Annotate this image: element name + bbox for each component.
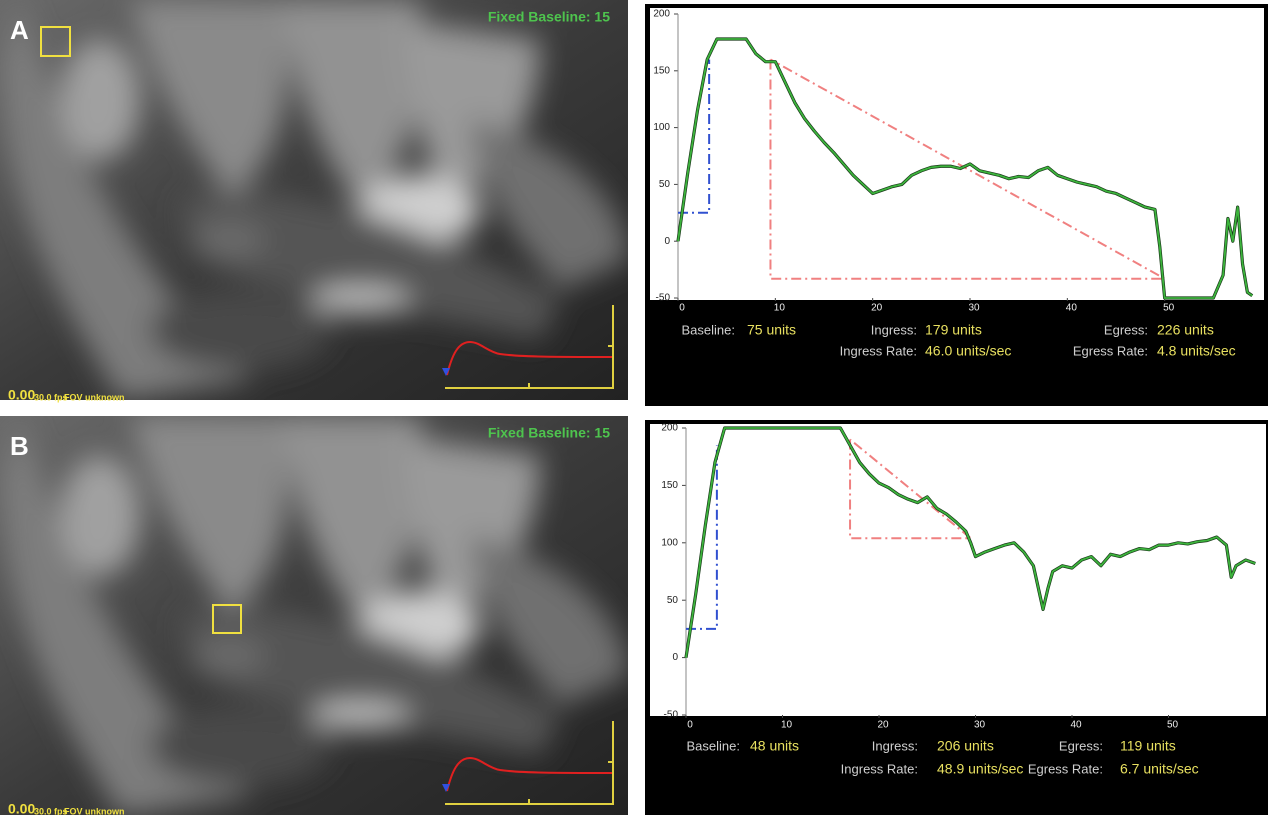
overlay-text: Fixed Baseline: 15 xyxy=(488,9,610,25)
y-tick-label: 150 xyxy=(653,65,670,76)
stat-value: 46.0 units/sec xyxy=(925,343,1011,359)
x-tick-label: 30 xyxy=(974,720,986,731)
x-tick-label: 20 xyxy=(877,720,889,731)
stat-label: Egress: xyxy=(1104,322,1148,337)
y-tick-label: 0 xyxy=(664,236,670,247)
x-tick-label: 0 xyxy=(679,303,685,314)
stat-value: 48 units xyxy=(750,738,799,754)
y-tick-label: 100 xyxy=(653,122,670,133)
stat-label: Ingress: xyxy=(872,738,918,753)
stat-value: 119 units xyxy=(1120,738,1176,754)
y-tick-label: 100 xyxy=(661,537,678,548)
stat-label: Ingress Rate: xyxy=(841,761,918,776)
x-tick-label: 10 xyxy=(781,720,793,731)
y-tick-label: 200 xyxy=(653,9,670,20)
x-tick-label: 0 xyxy=(687,720,693,731)
stat-value: 179 units xyxy=(925,322,982,338)
fps-text: 30.0 fps xyxy=(34,806,68,815)
stat-label: Egress Rate: xyxy=(1028,761,1103,776)
stat-label: Ingress Rate: xyxy=(840,343,917,358)
overlay-text: Fixed Baseline: 15 xyxy=(488,425,610,441)
x-tick-label: 20 xyxy=(871,303,883,314)
panel-label: B xyxy=(10,431,29,461)
stat-value: 75 units xyxy=(747,322,796,338)
stat-label: Egress Rate: xyxy=(1073,343,1148,358)
stat-label: Baseline: xyxy=(682,322,735,337)
x-tick-label: 10 xyxy=(774,303,786,314)
y-tick-label: 50 xyxy=(667,595,679,606)
x-tick-label: 50 xyxy=(1167,720,1179,731)
y-tick-label: 50 xyxy=(659,179,671,190)
time-text: 0.00 xyxy=(8,387,35,403)
x-tick-label: 40 xyxy=(1070,720,1082,731)
time-text: 0.00 xyxy=(8,801,35,815)
y-tick-label: 0 xyxy=(672,652,678,663)
y-tick-label: 200 xyxy=(661,423,678,434)
stat-value: 206 units xyxy=(937,738,994,754)
stat-label: Ingress: xyxy=(871,322,917,337)
panel-b-image: B Fixed Baseline: 15 0.00 30.0 fps FOV u… xyxy=(0,416,628,815)
plot-area xyxy=(650,424,1266,716)
stat-label: Baseline: xyxy=(687,738,740,753)
y-tick-label: 150 xyxy=(661,480,678,491)
fov-text: FOV unknown xyxy=(64,392,125,402)
stat-value: 48.9 units/sec xyxy=(937,761,1023,777)
stat-value: 4.8 units/sec xyxy=(1157,343,1236,359)
x-tick-label: 50 xyxy=(1163,303,1175,314)
plot-area xyxy=(650,8,1264,300)
panel-a-image: A Fixed Baseline: 15 0.00 30.0 fps FOV u… xyxy=(0,0,628,403)
fps-text: 30.0 fps xyxy=(34,392,68,402)
panel-label: A xyxy=(10,15,29,45)
x-tick-label: 40 xyxy=(1066,303,1078,314)
stat-label: Egress: xyxy=(1059,738,1103,753)
figure: A Fixed Baseline: 15 0.00 30.0 fps FOV u… xyxy=(0,0,1268,815)
y-tick-label: -50 xyxy=(664,710,679,721)
fov-text: FOV unknown xyxy=(64,806,125,815)
y-tick-label: -50 xyxy=(656,293,671,304)
x-tick-label: 30 xyxy=(968,303,980,314)
stat-value: 226 units xyxy=(1157,322,1214,338)
stat-value: 6.7 units/sec xyxy=(1120,761,1199,777)
